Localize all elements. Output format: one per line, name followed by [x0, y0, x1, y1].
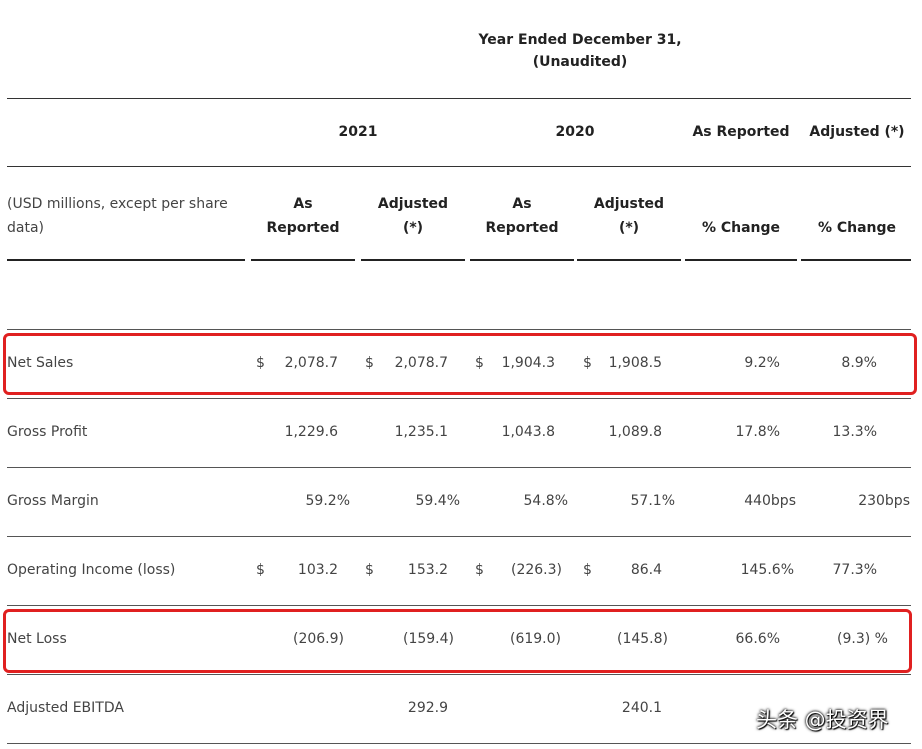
- value-2021-reported: 2,078.7: [284, 355, 338, 371]
- header-underline-2020-reported: [470, 259, 574, 261]
- value-2020-reported: (619.0): [509, 631, 561, 647]
- header-underline-label: [7, 259, 245, 261]
- pct-change-adjusted: (9.3) %: [837, 631, 888, 647]
- value-2020-reported: 1,904.3: [501, 355, 555, 371]
- dollar-sign: $: [256, 355, 265, 371]
- value-2020-adjusted: 1,908.5: [608, 355, 662, 371]
- row-label: Net Loss: [7, 631, 67, 647]
- highlight-box-net-sales: [3, 333, 917, 395]
- value-2020-adjusted: (145.8): [616, 631, 668, 647]
- header-underline-2020-adjusted: [577, 259, 681, 261]
- col-2020-reported: As Reported: [471, 192, 573, 240]
- year-2020: 2020: [555, 124, 595, 140]
- col-2021-adjusted-line-1: Adjusted: [377, 196, 449, 212]
- col-2020-adjusted: Adjusted (*): [578, 192, 680, 240]
- row-divider: [7, 329, 911, 330]
- header-rule-top: [7, 98, 911, 99]
- dollar-sign: $: [475, 562, 484, 578]
- dollar-sign: $: [583, 562, 592, 578]
- watermark: 头条 @投资界: [756, 708, 889, 732]
- pct-change-reported: 440bps: [744, 493, 796, 509]
- value-2021-adjusted: 153.2: [407, 562, 448, 578]
- adjusted-header: Adjusted (*): [809, 124, 905, 140]
- pct-change-adjusted: 8.9%: [841, 355, 877, 371]
- value-2020-adjusted: 240.1: [621, 700, 662, 716]
- pct-change-adjusted: 77.3%: [832, 562, 877, 578]
- col-2020-adjusted-line-2: (*): [618, 220, 640, 236]
- value-2021-reported: 59.2%: [305, 493, 350, 509]
- period-line-2: (Unaudited): [532, 54, 628, 70]
- row-divider: [7, 605, 911, 606]
- header-underline-2021-adjusted: [361, 259, 465, 261]
- period-line-1: Year Ended December 31,: [478, 32, 682, 48]
- row-divider: [7, 536, 911, 537]
- value-2020-adjusted: 1,089.8: [608, 424, 662, 440]
- value-2021-adjusted: 2,078.7: [394, 355, 448, 371]
- col-2021-reported-line-1: As: [293, 196, 313, 212]
- value-2021-reported: 103.2: [297, 562, 338, 578]
- header-underline-pct-reported: [685, 259, 797, 261]
- highlight-box-net-loss: [3, 609, 912, 673]
- col-2021-reported-line-2: Reported: [266, 220, 340, 236]
- row-label: Gross Profit: [7, 424, 88, 440]
- row-label: Operating Income (loss): [7, 562, 176, 578]
- value-2020-adjusted: 57.1%: [630, 493, 675, 509]
- pct-change-reported: 66.6%: [735, 631, 780, 647]
- value-2021-adjusted: 1,235.1: [394, 424, 448, 440]
- row-divider: [7, 743, 911, 744]
- pct-change-adjusted: 230bps: [858, 493, 910, 509]
- col-pct-adjusted: % Change: [817, 220, 897, 236]
- col-2021-adjusted-line-2: (*): [402, 220, 424, 236]
- value-2021-adjusted: 59.4%: [415, 493, 460, 509]
- col-2020-adjusted-line-1: Adjusted: [593, 196, 665, 212]
- row-divider: [7, 674, 911, 675]
- col-2020-reported-line-1: As: [512, 196, 532, 212]
- value-2020-reported: (226.3): [510, 562, 562, 578]
- pct-change-reported: 145.6%: [740, 562, 794, 578]
- value-2021-adjusted: (159.4): [402, 631, 454, 647]
- row-label: Gross Margin: [7, 493, 99, 509]
- value-2021-reported: (206.9): [292, 631, 344, 647]
- dollar-sign: $: [365, 562, 374, 578]
- col-2021-reported: As Reported: [252, 192, 354, 240]
- col-pct-reported: % Change: [701, 220, 781, 236]
- row-label: Adjusted EBITDA: [7, 700, 124, 716]
- value-2020-reported: 54.8%: [523, 493, 568, 509]
- dollar-sign: $: [475, 355, 484, 371]
- row-label: Net Sales: [7, 355, 74, 371]
- period-header: Year Ended December 31, (Unaudited): [470, 32, 690, 70]
- units-label: (USD millions, except per share data): [7, 196, 228, 236]
- header-rule-middle: [7, 166, 911, 167]
- col-2020-reported-line-2: Reported: [485, 220, 559, 236]
- dollar-sign: $: [256, 562, 265, 578]
- value-2021-adjusted: 292.9: [407, 700, 448, 716]
- row-divider: [7, 398, 911, 399]
- row-divider: [7, 467, 911, 468]
- pct-change-reported: 17.8%: [735, 424, 780, 440]
- dollar-sign: $: [583, 355, 592, 371]
- header-underline-2021-reported: [251, 259, 355, 261]
- year-2021: 2021: [338, 124, 378, 140]
- dollar-sign: $: [365, 355, 374, 371]
- value-2020-reported: 1,043.8: [501, 424, 555, 440]
- as-reported-header: As Reported: [692, 124, 790, 140]
- value-2021-reported: 1,229.6: [284, 424, 338, 440]
- col-2021-adjusted: Adjusted (*): [362, 192, 464, 240]
- value-2020-adjusted: 86.4: [630, 562, 662, 578]
- pct-change-reported: 9.2%: [744, 355, 780, 371]
- pct-change-adjusted: 13.3%: [832, 424, 877, 440]
- header-underline-pct-adjusted: [801, 259, 911, 261]
